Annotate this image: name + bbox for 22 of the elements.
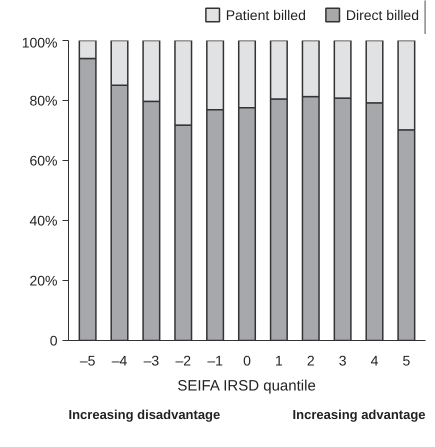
x-tick-label: 1 xyxy=(274,352,283,368)
legend-label: Direct billed xyxy=(346,6,419,22)
x-tick-label: –2 xyxy=(175,352,192,368)
y-tick-label: 20% xyxy=(29,272,58,288)
text: Increasing advantage xyxy=(292,407,426,422)
x-tick-label: 2 xyxy=(306,352,315,368)
x-tick-label: –1 xyxy=(207,352,224,368)
x-tick-label: 0 xyxy=(243,352,252,368)
y-tick-label: 0 xyxy=(50,332,58,348)
x-tick-label: 3 xyxy=(338,352,347,368)
x-tick-label: –4 xyxy=(112,352,128,368)
x-tick-label: –5 xyxy=(80,352,96,368)
y-tick-label: 80% xyxy=(29,92,58,108)
x-tick-label: 4 xyxy=(370,352,379,368)
y-tick-label: 60% xyxy=(29,152,58,168)
legend-label: Patient billed xyxy=(226,6,306,22)
y-tick-label: 100% xyxy=(22,34,58,50)
y-tick-label: 40% xyxy=(29,212,58,228)
text: Increasing disadvantage xyxy=(68,407,220,422)
x-tick-label: –3 xyxy=(144,352,160,368)
x-tick-label: 5 xyxy=(402,352,410,368)
x-axis-title: SEIFA IRSD quantile xyxy=(177,378,316,394)
